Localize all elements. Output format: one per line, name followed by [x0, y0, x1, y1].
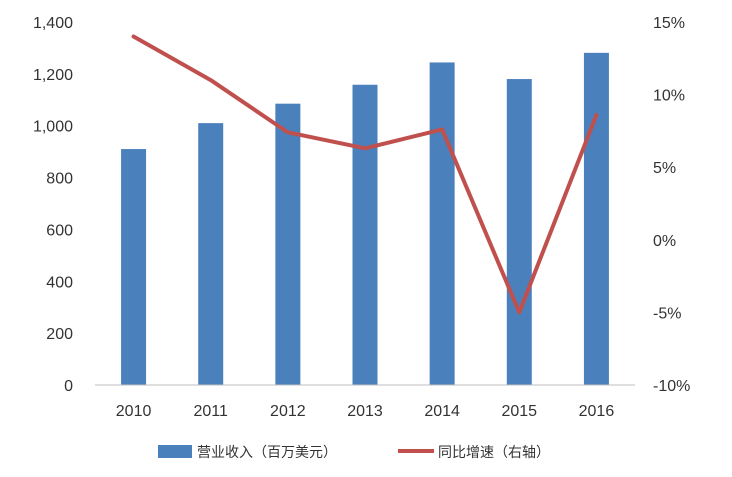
x-axis-ticks: 2010 2011 2012 2013 2014 2015 2016: [116, 403, 615, 420]
revenue-bar: [352, 84, 378, 386]
growth-rate-line: [131, 34, 599, 315]
left-tick-label: 1,200: [33, 67, 73, 84]
revenue-bar: [429, 62, 455, 385]
legend-revenue-swatch: [158, 445, 192, 458]
x-tick-label: 2014: [424, 403, 460, 420]
revenue-bars: [121, 52, 609, 386]
left-tick-label: 0: [64, 378, 73, 395]
x-tick-label: 2015: [501, 403, 537, 420]
right-tick-label: -10%: [653, 378, 690, 395]
right-tick-label: -5%: [653, 305, 681, 322]
right-tick-label: 10%: [653, 88, 685, 105]
right-tick-label: 0%: [653, 233, 676, 250]
x-tick-label: 2011: [194, 403, 229, 420]
revenue-bar: [198, 123, 224, 385]
left-tick-label: 200: [46, 326, 73, 343]
legend-revenue-label: 营业收入（百万美元）: [197, 445, 337, 461]
left-tick-label: 600: [46, 222, 73, 239]
left-tick-label: 1,400: [33, 15, 73, 32]
revenue-bar: [121, 149, 147, 385]
legend: 营业收入（百万美元） 同比增速（右轴）: [158, 445, 550, 461]
x-tick-label: 2012: [270, 403, 306, 420]
x-tick-label: 2016: [579, 403, 615, 420]
revenue-bar: [275, 103, 301, 386]
x-tick-label: 2013: [347, 403, 383, 420]
left-tick-label: 800: [46, 171, 73, 188]
right-axis-ticks: -10% -5% 0% 5% 10% 15%: [653, 15, 690, 395]
right-tick-label: 5%: [653, 160, 676, 177]
revenue-bar: [583, 52, 609, 385]
right-tick-label: 15%: [653, 15, 685, 32]
left-axis-ticks: 0 200 400 600 800 1,000 1,200 1,400: [33, 15, 73, 395]
left-tick-label: 1,000: [33, 119, 73, 136]
revenue-bar: [506, 79, 532, 386]
left-tick-label: 400: [46, 274, 73, 291]
legend-growth-label: 同比增速（右轴）: [438, 445, 550, 461]
x-tick-label: 2010: [116, 403, 152, 420]
